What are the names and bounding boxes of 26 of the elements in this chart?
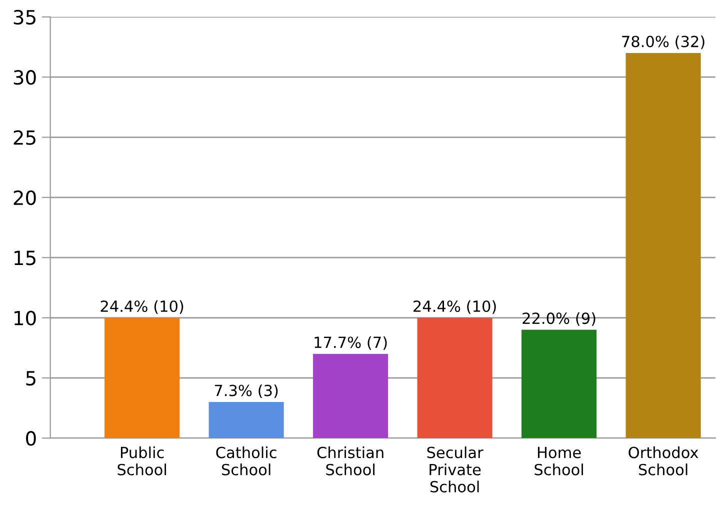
data-label: 17.7% (7) (314, 336, 387, 350)
data-label: 78.0% (32) (622, 35, 704, 50)
y-tick-label: 0 (26, 431, 36, 446)
y-tick-label: 15 (14, 250, 36, 266)
x-tick-label: Christian School (317, 446, 384, 476)
y-tick-label: 35 (14, 10, 36, 25)
bar (208, 402, 284, 438)
y-tick-label: 30 (14, 70, 36, 85)
y-tick-label: 10 (14, 310, 36, 326)
data-label: 7.3% (3) (214, 384, 278, 398)
y-tick-label: 25 (14, 130, 36, 145)
bar (626, 53, 701, 438)
data-label: 22.0% (9) (522, 312, 596, 326)
bar (313, 354, 388, 438)
bar (417, 318, 492, 438)
x-tick-label: Public School (118, 446, 166, 476)
x-tick-label: Home School (534, 446, 583, 476)
x-tick-label: Secular Private School (427, 446, 484, 492)
bar (522, 330, 597, 438)
data-label: 24.4% (10) (414, 300, 496, 314)
bar (104, 318, 180, 438)
x-tick-label: Catholic School (216, 446, 276, 476)
x-tick-label: Orthodox School (628, 446, 698, 476)
y-tick-label: 20 (14, 190, 36, 206)
data-label: 24.4% (10) (100, 300, 184, 314)
y-tick-label: 5 (26, 371, 36, 386)
